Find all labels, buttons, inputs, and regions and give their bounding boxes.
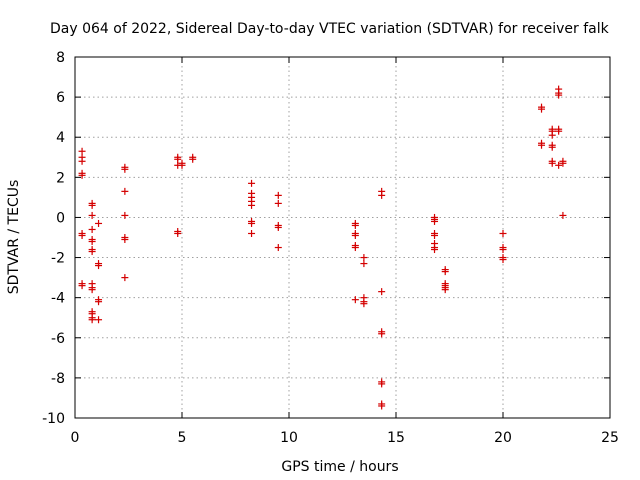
data-point (178, 159, 186, 167)
data-point (274, 223, 282, 231)
data-point (378, 330, 386, 338)
data-point (88, 201, 96, 209)
y-tick-label: -2 (51, 251, 65, 267)
data-point (499, 256, 507, 264)
data-point (351, 296, 359, 304)
data-point (431, 231, 439, 239)
data-point (351, 231, 359, 239)
data-point (538, 105, 546, 113)
data-point (121, 274, 129, 282)
data-point (248, 229, 256, 237)
data-point (88, 316, 96, 324)
data-point (441, 286, 449, 294)
y-tick-label: -10 (42, 411, 65, 427)
y-tick-label: -4 (51, 291, 65, 307)
data-point (555, 161, 563, 169)
data-point (95, 262, 103, 270)
data-point (274, 191, 282, 199)
data-point (499, 246, 507, 254)
data-point (378, 288, 386, 296)
data-point (559, 211, 567, 219)
data-point (548, 159, 556, 167)
data-point (431, 217, 439, 225)
data-point (78, 231, 86, 239)
y-tick-label: -8 (51, 371, 65, 387)
data-point (378, 402, 386, 410)
data-point (274, 244, 282, 252)
data-point (78, 171, 86, 179)
data-point (88, 225, 96, 233)
data-point (555, 91, 563, 99)
data-point (378, 380, 386, 388)
plot-frame (74, 56, 611, 419)
data-point (248, 219, 256, 227)
y-tick-label: 8 (56, 50, 65, 66)
x-tick-label: 25 (601, 430, 619, 446)
chart-title: Day 064 of 2022, Sidereal Day-to-day VTE… (50, 21, 610, 37)
x-tick-label: 15 (387, 430, 405, 446)
data-point (95, 298, 103, 306)
data-point (360, 260, 368, 268)
x-axis-label: GPS time / hours (281, 459, 398, 475)
data-point (78, 157, 86, 165)
data-point (351, 221, 359, 229)
data-point (499, 229, 507, 237)
data-point (441, 268, 449, 276)
data-point (360, 300, 368, 308)
y-tick-label: 6 (56, 90, 65, 106)
tick-labels: -10 -8 -6 -4 -2 0 2 4 6 8 0 5 10 15 20 25 (42, 50, 619, 446)
data-point (88, 238, 96, 246)
data-point (378, 191, 386, 199)
data-point (88, 211, 96, 219)
data-point (88, 248, 96, 256)
data-point (95, 316, 103, 324)
data-point (248, 201, 256, 209)
data-point (121, 187, 129, 195)
data-point (559, 159, 567, 167)
data-point (121, 236, 129, 244)
data-point (555, 127, 563, 135)
y-tick-label: 0 (56, 210, 65, 226)
data-points (78, 85, 567, 410)
data-point (360, 254, 368, 262)
data-point (189, 155, 197, 163)
data-point (548, 143, 556, 151)
data-point (174, 229, 182, 237)
y-tick-label: -6 (51, 331, 65, 347)
axis-ticks (74, 56, 611, 419)
y-axis-label: SDTVAR / TECUs (6, 180, 22, 295)
data-point (248, 179, 256, 187)
x-tick-label: 10 (280, 430, 298, 446)
data-point (88, 286, 96, 294)
data-point (174, 155, 182, 163)
data-point (121, 165, 129, 173)
data-point (548, 131, 556, 139)
data-point (538, 141, 546, 149)
x-tick-label: 0 (71, 430, 80, 446)
y-tick-label: 4 (56, 130, 65, 146)
data-point (95, 219, 103, 227)
data-point (351, 244, 359, 252)
grid-lines (75, 57, 610, 418)
data-point (78, 147, 86, 155)
y-tick-label: 2 (56, 170, 65, 186)
x-tick-label: 5 (178, 430, 187, 446)
data-point (78, 282, 86, 290)
data-point (121, 211, 129, 219)
data-point (431, 246, 439, 254)
data-point (274, 199, 282, 207)
x-tick-label: 20 (494, 430, 512, 446)
